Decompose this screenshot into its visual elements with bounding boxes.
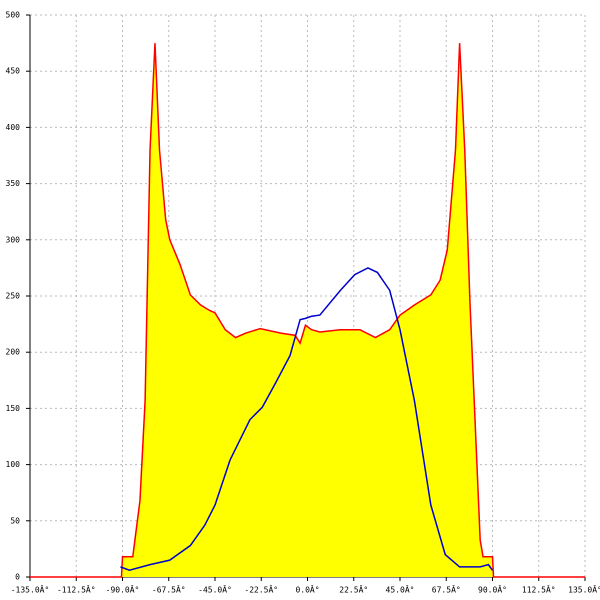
x-tick-label: -22.5Â° — [244, 584, 278, 595]
x-tick-label: 67.5Â° — [432, 584, 461, 595]
y-tick-label: 100 — [6, 460, 21, 469]
y-tick-label: 250 — [6, 292, 21, 301]
x-tick-label: -45.0Â° — [198, 584, 232, 595]
x-tick-label: -135.0Â° — [11, 584, 50, 595]
x-tick-label: -90.0Â° — [106, 584, 140, 595]
y-tick-label: 300 — [6, 235, 21, 244]
x-tick-label: 90.0Â° — [478, 584, 507, 595]
y-tick-label: 50 — [10, 516, 20, 525]
x-tick-label: -112.5Â° — [57, 584, 96, 595]
y-tick-label: 400 — [6, 123, 21, 132]
y-tick-label: 150 — [6, 404, 21, 413]
line — [30, 43, 585, 578]
y-tick-label: 350 — [6, 179, 21, 188]
y-tick-label: 500 — [6, 11, 21, 20]
line — [120, 267, 494, 572]
y-tick-label: 200 — [6, 348, 21, 357]
x-tick-label: 0.0Â° — [295, 584, 319, 595]
x-tick-label: 135.0Â° — [568, 584, 600, 595]
y-tick-label: 450 — [6, 67, 21, 76]
x-tick-label: 45.0Â° — [386, 584, 415, 595]
x-tick-label: 112.5Â° — [522, 584, 556, 595]
y-tick-label: 0 — [15, 573, 20, 582]
area-fill — [30, 43, 585, 578]
x-tick-label: 22.5Â° — [339, 584, 368, 595]
x-tick-label: -67.5Â° — [152, 584, 186, 595]
